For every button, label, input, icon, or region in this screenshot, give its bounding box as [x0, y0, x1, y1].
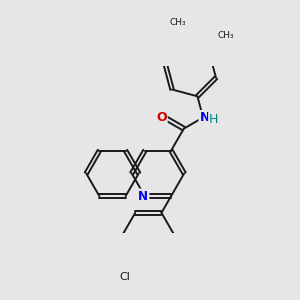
Text: N: N [138, 190, 148, 202]
Text: O: O [156, 111, 166, 124]
Text: Cl: Cl [119, 272, 130, 282]
Text: N: N [200, 111, 210, 124]
Text: CH₃: CH₃ [218, 31, 234, 40]
Text: CH₃: CH₃ [169, 18, 186, 27]
Text: H: H [209, 112, 218, 126]
